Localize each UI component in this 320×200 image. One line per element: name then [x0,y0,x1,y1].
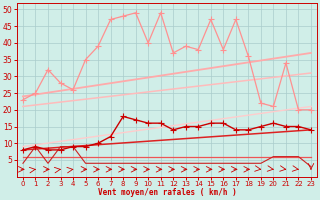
X-axis label: Vent moyen/en rafales ( km/h ): Vent moyen/en rafales ( km/h ) [98,188,236,197]
